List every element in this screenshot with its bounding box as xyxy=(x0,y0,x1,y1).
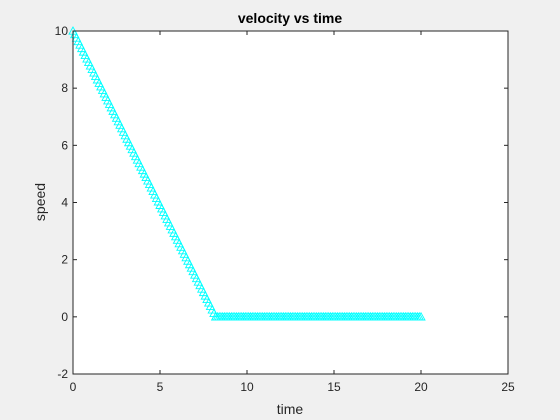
y-tick-label: 8 xyxy=(61,81,68,95)
x-tick-label: 0 xyxy=(70,380,77,394)
x-tick-label: 25 xyxy=(501,380,515,394)
y-tick-label: 4 xyxy=(61,196,68,210)
y-tick-label: 6 xyxy=(61,138,68,152)
data-point xyxy=(416,311,426,321)
x-tick-label: 15 xyxy=(327,380,341,394)
x-tick-label: 5 xyxy=(157,380,164,394)
plot-area xyxy=(73,31,508,374)
y-tick-label: 10 xyxy=(55,24,69,38)
y-tick-label: 0 xyxy=(61,310,68,324)
x-tick-label: 20 xyxy=(414,380,428,394)
chart-title: velocity vs time xyxy=(238,10,342,26)
x-axis-ticks: 0 5 10 15 20 25 xyxy=(70,31,515,394)
data-markers xyxy=(68,26,426,321)
y-axis-label: speed xyxy=(32,183,48,221)
y-tick-label: 2 xyxy=(61,253,68,267)
x-axis-label: time xyxy=(277,401,304,417)
y-tick-label: -2 xyxy=(57,367,68,381)
y-axis-ticks: -2 0 2 4 6 8 10 xyxy=(55,24,508,381)
x-tick-label: 10 xyxy=(240,380,254,394)
